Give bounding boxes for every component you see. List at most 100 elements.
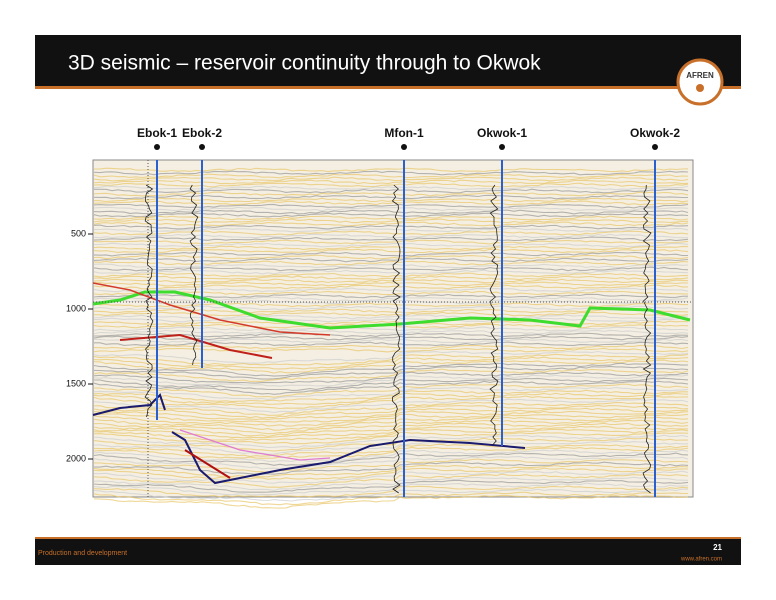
well-log xyxy=(391,184,401,494)
well-label: Ebok-2 xyxy=(182,126,222,140)
seismic-reflector xyxy=(93,266,689,272)
seismic-reflector xyxy=(93,314,689,320)
seismic-reflector xyxy=(93,320,689,326)
horizon xyxy=(184,449,231,479)
seismic-reflector xyxy=(93,170,689,176)
seismic-reflector xyxy=(94,167,689,173)
seismic-reflector xyxy=(93,200,689,206)
seismic-reflector xyxy=(93,437,689,452)
seismic-reflector xyxy=(93,482,689,496)
horizon xyxy=(92,282,331,336)
labels: Ebok-1 Ebok-2 Mfon-1 Okwok-1 Okwok-2 500 1000 1… xyxy=(66,126,680,463)
well-marker xyxy=(499,144,505,150)
seismic-reflector xyxy=(93,464,689,478)
well-label: Okwok-2 xyxy=(630,126,680,140)
seismic-reflector xyxy=(93,230,689,236)
seismic-reflector xyxy=(93,218,689,224)
well-marker xyxy=(401,144,407,150)
seismic-reflector xyxy=(93,440,689,455)
seismic-reflector xyxy=(94,461,689,475)
seismic-reflector xyxy=(93,431,689,445)
seismic-reflector xyxy=(93,398,689,414)
seismic-reflector xyxy=(93,470,689,484)
seismic-reflector xyxy=(93,494,689,509)
seismic-reflector xyxy=(94,377,689,391)
seismic-reflector xyxy=(93,263,689,269)
depth-label: 2000 xyxy=(66,453,86,463)
seismic-reflector xyxy=(93,179,689,185)
seismic-reflector xyxy=(93,296,689,302)
well-marker xyxy=(652,144,658,150)
seismic-reflector xyxy=(93,392,689,405)
well-marker xyxy=(154,144,160,150)
depth-label: 1500 xyxy=(66,378,86,388)
seismic-reflector xyxy=(93,275,689,281)
seismic-reflector xyxy=(93,428,689,441)
well-label: Okwok-1 xyxy=(477,126,527,140)
seismic-reflector xyxy=(93,191,689,197)
seismic-reflector xyxy=(93,245,689,251)
footer-band xyxy=(35,539,741,565)
seismic-reflector xyxy=(93,449,689,463)
logo-drop xyxy=(696,84,704,92)
seismic-reflector xyxy=(93,452,689,466)
seismic-reflector xyxy=(93,401,689,416)
seismic-reflector xyxy=(93,404,689,419)
seismic-reflector xyxy=(93,456,689,470)
seismic-reflector xyxy=(93,269,689,275)
footer-rule xyxy=(35,537,741,539)
well-marker xyxy=(199,144,205,150)
seismic-reflector xyxy=(93,257,689,263)
seismic-reflector xyxy=(93,410,689,423)
seismic-reflector xyxy=(93,359,689,374)
slide-title: 3D seismic – reservoir continuity throug… xyxy=(68,52,541,75)
well-label: Mfon-1 xyxy=(384,126,424,140)
depth-label: 500 xyxy=(71,228,86,238)
seismic-reflector xyxy=(93,386,689,400)
horizon xyxy=(119,333,273,359)
seismic-reflector xyxy=(93,362,689,377)
seismic-reflector xyxy=(93,236,689,242)
horizon xyxy=(92,393,166,416)
seismic-reflector xyxy=(93,278,689,284)
seismic-reflector xyxy=(93,224,689,230)
seismic-reflector xyxy=(93,413,689,427)
seismic-reflector xyxy=(93,251,688,257)
seismic-reflector xyxy=(93,383,689,398)
website: www.afren.com xyxy=(680,557,722,563)
seismic-reflector xyxy=(93,215,689,221)
seismic-reflector xyxy=(93,374,689,387)
well-label: Ebok-1 xyxy=(137,126,177,140)
seismic-reflector xyxy=(93,368,689,382)
seismic-reflector xyxy=(93,227,689,233)
seismic-reflector xyxy=(93,173,689,179)
seismic-reflector xyxy=(93,248,689,254)
seismic-reflector xyxy=(93,371,689,384)
seismic-reflector xyxy=(93,329,689,335)
seismic-reflector xyxy=(93,407,689,420)
logo-text: AFREN xyxy=(686,71,714,80)
seismic-reflector xyxy=(93,185,689,191)
seismic-reflector xyxy=(93,290,689,296)
well-log xyxy=(189,184,199,366)
seismic-reflector xyxy=(93,491,689,506)
seismic-reflector xyxy=(93,422,689,437)
seismic-reflector xyxy=(93,365,689,380)
seismic-reflector xyxy=(93,356,689,370)
well-log xyxy=(489,184,499,446)
seismic-reflector xyxy=(93,203,689,209)
seismic-reflector xyxy=(93,434,689,449)
seismic-reflector xyxy=(93,197,689,203)
seismic-reflector xyxy=(93,419,689,435)
depth-label: 1000 xyxy=(66,303,86,313)
seismic-reflector xyxy=(93,389,688,403)
seismic-reflector xyxy=(93,284,688,290)
footer-section: Production and development xyxy=(38,550,127,557)
seismic-reflector xyxy=(93,239,689,245)
seismic-reflector xyxy=(93,176,689,182)
seismic-reflector xyxy=(93,287,689,293)
seismic-reflector xyxy=(93,302,688,308)
page-number: 21 xyxy=(713,543,722,552)
seismic-reflector xyxy=(93,467,689,480)
